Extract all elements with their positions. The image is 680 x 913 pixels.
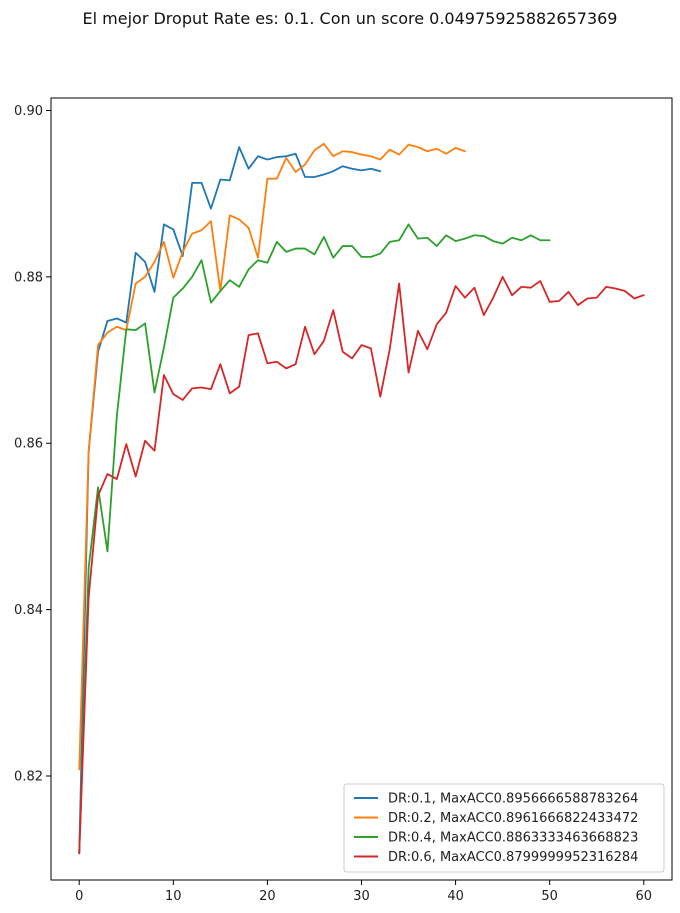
y-tick-label: 0.86	[14, 437, 43, 452]
x-tick-label: 40	[447, 889, 464, 904]
legend-label: DR:0.6, MaxACC0.8799999952316284	[388, 850, 638, 865]
legend-label: DR:0.1, MaxACC0.8956666588783264	[388, 792, 638, 807]
series-layer	[78, 142, 645, 855]
legend-label: DR:0.2, MaxACC0.8961666822433472	[388, 811, 638, 826]
legend-label: DR:0.4, MaxACC0.8863333463668823	[388, 831, 638, 846]
x-tick-label: 60	[635, 889, 652, 904]
series-line-4	[78, 275, 645, 855]
x-tick-label: 30	[353, 889, 370, 904]
series-line-2	[78, 142, 466, 771]
x-tick-label: 50	[541, 889, 558, 904]
y-axis: 0.82 0.84 0.86 0.88 0.90	[14, 104, 51, 785]
legend-box	[343, 783, 665, 873]
series-line-1	[78, 146, 382, 855]
x-tick-label: 10	[165, 889, 182, 904]
y-tick-label: 0.90	[14, 104, 43, 119]
y-tick-label: 0.88	[14, 270, 43, 285]
chart-title: El mejor Droput Rate es: 0.1. Con un sco…	[83, 9, 618, 28]
y-tick-label: 0.82	[14, 770, 43, 785]
x-tick-label: 0	[75, 889, 83, 904]
x-axis: 0 10 20 30 40 50 60	[75, 880, 652, 904]
series-line-3	[78, 223, 551, 855]
plot-area-frame	[50, 97, 673, 881]
y-tick-label: 0.84	[14, 603, 43, 618]
x-tick-label: 20	[259, 889, 276, 904]
legend: DR:0.1, MaxACC0.8956666588783264 DR:0.2, …	[343, 783, 665, 873]
